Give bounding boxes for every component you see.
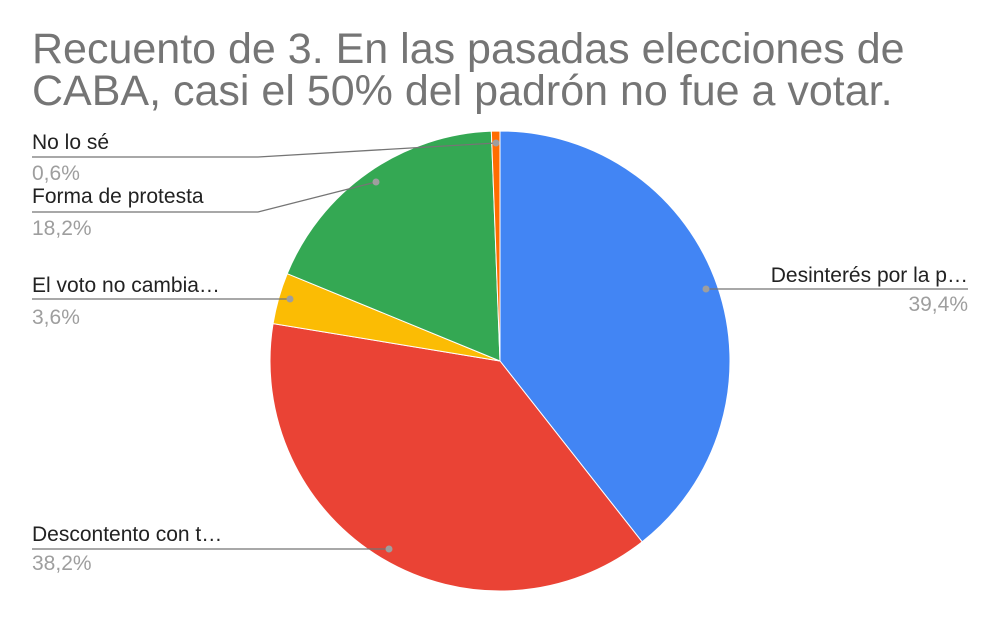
chart-title-line-2: CABA, casi el 50% del padrón no fue a vo… [32, 67, 893, 115]
leader-dot [286, 295, 294, 303]
slice-label-group: Forma de protesta 18,2% [32, 178, 380, 240]
slice-label: El voto no cambia… [32, 274, 220, 297]
leader-dot [385, 545, 393, 553]
slice-label: Forma de protesta [32, 185, 204, 208]
slice-percentage: 18,2% [32, 217, 92, 240]
pie-slice[interactable] [490, 130, 501, 362]
slice-label-group: El voto no cambia… 3,6% [32, 274, 294, 329]
slice-label: Descontento con t… [32, 523, 222, 546]
slice-percentage: 38,2% [32, 552, 92, 575]
chart-title: Recuento de 3. En las pasadas elecciones… [32, 25, 972, 115]
slice-label-group: Descontento con t… 38,2% [32, 523, 393, 575]
slice-percentage: 39,4% [908, 293, 968, 316]
slice-label-group: No lo sé 0,6% [32, 131, 500, 185]
leader-dot [492, 139, 500, 147]
slice-label-group: Desinterés por la p… 39,4% [702, 264, 968, 316]
pie-slice[interactable] [286, 130, 501, 362]
pie-slice[interactable] [269, 323, 643, 592]
chart-title-line-1: Recuento de 3. En las pasadas elecciones… [32, 25, 905, 73]
slice-label: No lo sé [32, 131, 109, 154]
slice-label: Desinterés por la p… [771, 264, 968, 287]
leader-dot [372, 178, 380, 186]
leader-dot [702, 285, 710, 293]
leader-line [32, 181, 377, 213]
leader-line [32, 142, 497, 158]
pie-slice[interactable] [499, 130, 731, 543]
slice-percentage: 3,6% [32, 306, 80, 329]
slice-percentage: 0,6% [32, 162, 80, 185]
